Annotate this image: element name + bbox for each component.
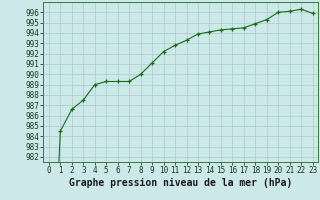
X-axis label: Graphe pression niveau de la mer (hPa): Graphe pression niveau de la mer (hPa) <box>69 178 292 188</box>
